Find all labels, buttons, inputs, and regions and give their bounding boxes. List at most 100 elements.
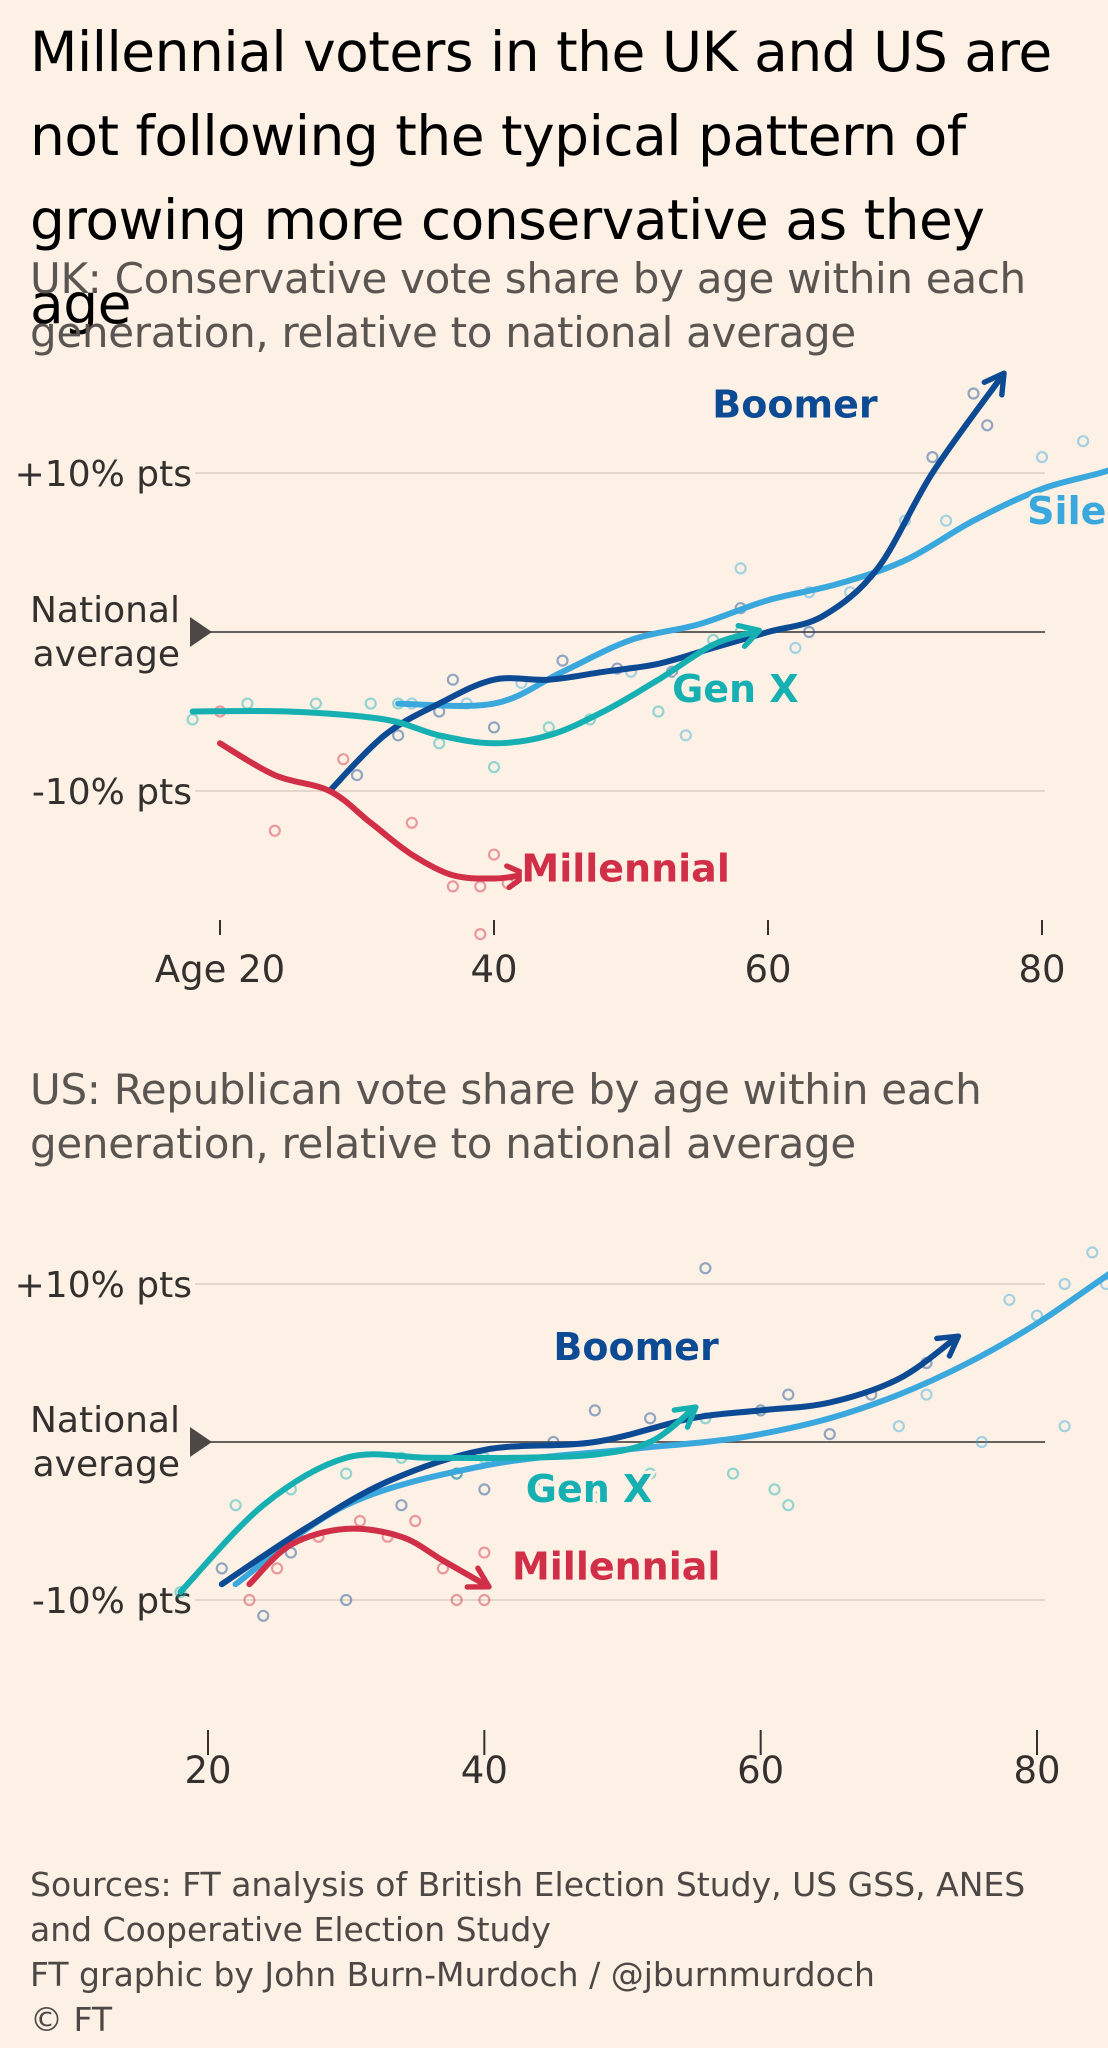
- uk-baseline-marker: [190, 617, 212, 647]
- data-point: [450, 1593, 463, 1607]
- data-point: [487, 721, 501, 734]
- data-point: [487, 848, 501, 861]
- us-xtick-label: 60: [737, 1749, 784, 1792]
- copyright: © FT: [30, 2000, 113, 2039]
- data-point: [556, 654, 569, 667]
- data-point: [474, 880, 487, 893]
- uk-xtick-label: Age 20: [155, 948, 285, 991]
- us-chart-title: US: Republican vote share by age within …: [30, 1065, 982, 1168]
- data-point: [734, 562, 747, 575]
- us-xtick-label: 80: [1013, 1749, 1060, 1792]
- data-point: [474, 927, 487, 941]
- data-point: [1058, 1277, 1071, 1291]
- data-point: [789, 641, 802, 654]
- data-point: [920, 1388, 933, 1401]
- data-point: [1086, 1246, 1099, 1259]
- data-point: [588, 1404, 601, 1417]
- footer: Sources: FT analysis of British Election…: [30, 1862, 1090, 2042]
- data-point: [892, 1420, 905, 1433]
- data-point: [975, 1435, 988, 1449]
- data-point: [823, 1428, 836, 1441]
- us-xtick-label: 20: [184, 1749, 231, 1792]
- data-point: [699, 1262, 712, 1275]
- data-point: [350, 769, 364, 782]
- data-point: [405, 816, 418, 829]
- us-series-line-millennial: [246, 1525, 492, 1590]
- data-point: [939, 514, 953, 527]
- us-xtick-label: 40: [461, 1749, 508, 1792]
- us-ytick-label-national: National: [30, 1400, 180, 1441]
- us-series-line-boomer: [218, 1333, 962, 1588]
- data-point: [409, 1514, 422, 1528]
- us-series-label-gen-x: Gen X: [526, 1467, 653, 1511]
- uk-chart-title: UK: Conservative vote share by age withi…: [30, 254, 1026, 357]
- main-title: Millennial voters in the UK and US are n…: [30, 20, 1052, 336]
- uk-series-label-silent: Silent: [1027, 489, 1108, 533]
- data-point: [1035, 450, 1049, 464]
- us-series-label-boomer: Boomer: [553, 1325, 719, 1369]
- data-point: [967, 387, 980, 400]
- uk-series-label-boomer: Boomer: [712, 382, 878, 426]
- data-point: [433, 737, 446, 750]
- data-point: [542, 721, 555, 734]
- data-point: [270, 1562, 284, 1575]
- data-point: [337, 753, 350, 766]
- data-point: [446, 880, 459, 893]
- data-point: [644, 1412, 657, 1425]
- us-series-line-silent: [232, 1271, 1108, 1588]
- data-point: [478, 1593, 491, 1607]
- data-point: [340, 1593, 353, 1607]
- uk-series-label-gen-x: Gen X: [672, 667, 799, 711]
- uk-xtick-label: 40: [470, 948, 517, 991]
- data-point: [229, 1499, 242, 1512]
- uk-ytick-label: -10% pts: [32, 772, 192, 813]
- data-point: [782, 1388, 795, 1401]
- data-point: [588, 1491, 601, 1504]
- uk-ytick-label-national: National: [30, 590, 180, 631]
- uk-points-boomer: [350, 387, 994, 782]
- data-point: [186, 713, 199, 726]
- data-point: [926, 450, 939, 464]
- data-point: [644, 1467, 657, 1480]
- data-point: [174, 1586, 187, 1599]
- data-point: [487, 761, 501, 774]
- data-point: [802, 625, 816, 639]
- data-point: [981, 419, 994, 432]
- data-point: [1076, 435, 1090, 448]
- data-point: [241, 697, 254, 710]
- data-point: [353, 1514, 367, 1528]
- data-point: [679, 729, 692, 742]
- us-baseline-marker: [190, 1427, 212, 1457]
- data-point: [478, 1483, 491, 1496]
- data-point: [533, 1483, 546, 1496]
- us-series-label-millennial: Millennial: [512, 1544, 720, 1588]
- us-ytick-label: +10% pts: [15, 1265, 192, 1306]
- uk-series-line-boomer: [326, 370, 1007, 794]
- uk-xtick-label: 80: [1018, 948, 1065, 991]
- uk-ytick-label: +10% pts: [15, 454, 192, 495]
- data-point: [364, 697, 377, 710]
- uk-ytick-label-average: average: [33, 634, 180, 675]
- sources-note: Sources: FT analysis of British Election…: [30, 1865, 1026, 1949]
- data-point: [268, 824, 281, 837]
- data-point: [340, 1467, 353, 1480]
- uk-series-line-gen-x: [189, 622, 763, 747]
- data-point: [1058, 1420, 1071, 1433]
- data-point: [782, 1499, 795, 1512]
- us-series-line-gen-x: [177, 1404, 699, 1596]
- us-ytick-label: -10% pts: [32, 1581, 192, 1622]
- uk-series-line-millennial: [217, 740, 530, 891]
- data-point: [1003, 1293, 1016, 1306]
- data-point: [726, 1467, 740, 1480]
- uk-series-label-millennial: Millennial: [521, 847, 729, 891]
- data-point: [652, 705, 665, 718]
- data-point: [243, 1593, 256, 1607]
- us-ytick-label-average: average: [33, 1444, 180, 1485]
- data-point: [392, 729, 405, 742]
- data-point: [768, 1483, 781, 1496]
- data-point: [309, 697, 322, 710]
- uk-xtick-label: 60: [744, 948, 791, 991]
- us-points-silent: [892, 1246, 1108, 1449]
